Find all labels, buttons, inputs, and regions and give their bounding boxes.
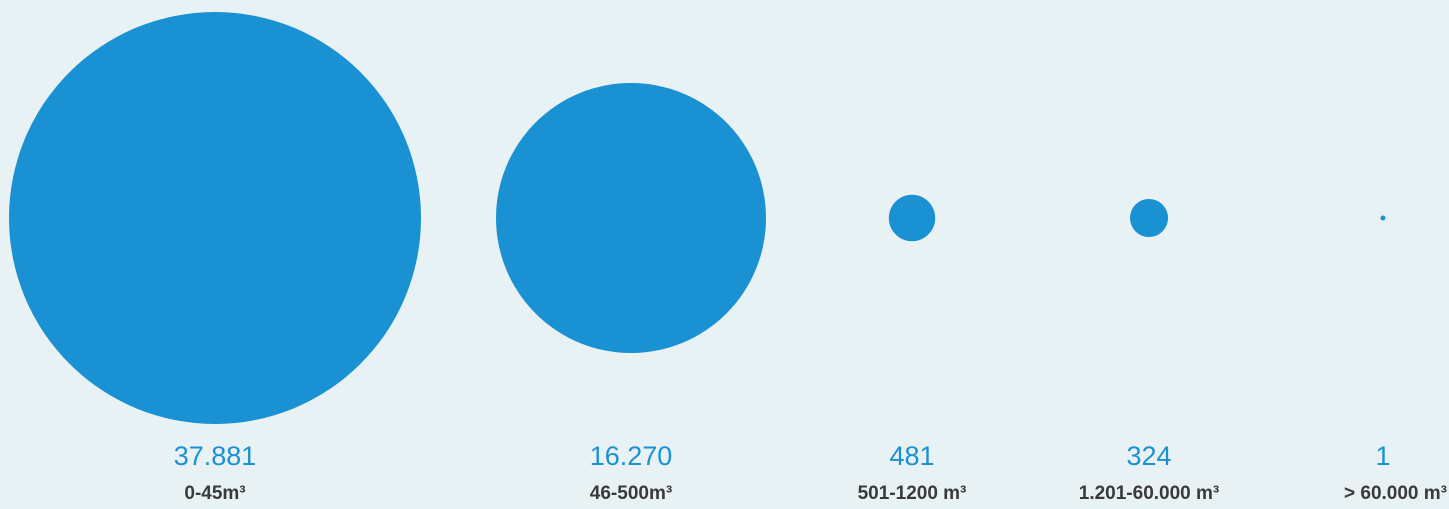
bubble [888,194,936,242]
bubble [1380,215,1386,221]
bubble-value-label: 481 [889,441,934,471]
bubble-category-label: 1.201-60.000 m³ [1079,483,1220,504]
bubble-category-label: 46-500m³ [590,483,672,504]
bubble [9,12,421,424]
bubbles-layer [9,12,1386,424]
bubble [495,82,767,354]
bubble-category-label: > 60.000 m³ [1344,483,1447,504]
bubble-value-label: 1 [1375,441,1390,471]
value-labels-layer: 37.881 16.270 481 324 1 [174,441,1391,471]
bubble-category-label: 0-45m³ [184,483,245,504]
bubble-value-label: 37.881 [174,441,257,471]
bubble-value-label: 324 [1126,441,1171,471]
bubble-value-label: 16.270 [590,441,673,471]
bubble-category-label: 501-1200 m³ [858,483,967,504]
category-labels-layer: 0-45m³ 46-500m³ 501-1200 m³ 1.201-60.000 m³… [184,483,1447,504]
bubble [1129,198,1169,238]
